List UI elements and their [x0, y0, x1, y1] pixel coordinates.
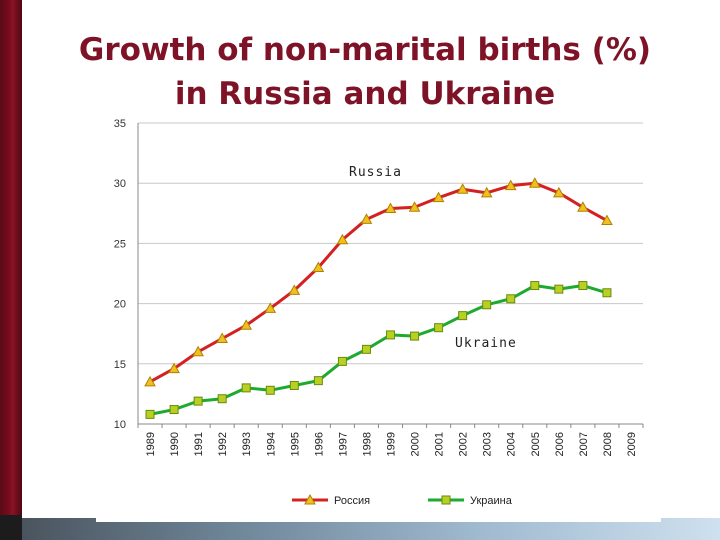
x-tick-label: 1997 [337, 432, 349, 456]
ukraine-data-point [410, 331, 420, 341]
x-tick-label: 1998 [361, 432, 373, 456]
left-accent-bar [0, 0, 22, 540]
russia-data-point [192, 345, 204, 357]
y-tick-label: 25 [114, 238, 126, 250]
bottom-gradient-bar [22, 518, 720, 540]
x-tick-label: 1989 [145, 432, 157, 456]
y-tick-label: 30 [114, 178, 126, 190]
russia-data-point [408, 201, 421, 212]
x-tick-label: 1993 [241, 432, 253, 456]
x-tick-label: 2005 [530, 432, 542, 456]
russia-data-point [144, 375, 156, 387]
ukraine-data-point [169, 405, 179, 415]
russia-data-point [288, 284, 301, 295]
x-tick-label: 2003 [482, 432, 494, 456]
slide-title-line-1: Growth of non-marital births (%) [78, 32, 652, 68]
ukraine-legend-marker [441, 495, 451, 505]
ukraine-data-point [386, 330, 395, 340]
ukraine-data-point [506, 294, 516, 304]
russia-data-point [504, 179, 517, 191]
x-tick-label: 2000 [410, 432, 422, 456]
russia-legend-label: Россия [334, 495, 370, 507]
ukraine-data-point [241, 383, 251, 393]
x-tick-label: 1992 [217, 432, 229, 456]
russia-data-point [240, 319, 253, 330]
russia-data-point [601, 214, 613, 226]
x-tick-label: 2001 [434, 432, 446, 456]
ukraine-data-point [361, 344, 371, 354]
ukraine-data-point [265, 385, 275, 395]
russia-data-point [360, 213, 373, 224]
x-tick-label: 2008 [602, 432, 614, 456]
x-tick-label: 2009 [626, 432, 638, 456]
ukraine-data-point [313, 376, 323, 386]
russia-series-line [149, 181, 608, 384]
x-tick-label: 1996 [313, 432, 325, 456]
y-tick-label: 15 [114, 359, 126, 371]
ukraine-data-point [554, 284, 564, 294]
russia-legend-marker [304, 493, 316, 505]
x-tick-label: 1995 [289, 432, 301, 456]
slide-title-line-2: in Russia and Ukraine [174, 76, 556, 112]
x-tick-label: 2002 [458, 432, 470, 456]
ukraine-annotation: Ukraine [455, 336, 517, 351]
x-tick-label: 2004 [506, 432, 518, 456]
x-tick-label: 1990 [169, 432, 181, 456]
russia-data-point [528, 177, 541, 188]
russia-data-point [312, 261, 325, 272]
ukraine-data-point [458, 311, 468, 321]
russia-data-point [577, 201, 589, 212]
russia-data-point [432, 191, 445, 203]
left-accent-bar-base [0, 515, 22, 540]
ukraine-data-point [193, 396, 203, 406]
ukraine-data-point [337, 356, 347, 366]
y-tick-label: 35 [114, 118, 126, 130]
ukraine-data-point [434, 323, 444, 333]
x-tick-label: 1994 [265, 432, 277, 456]
russia-data-point [264, 302, 277, 313]
y-tick-label: 10 [114, 419, 126, 431]
ukraine-data-point [602, 288, 612, 298]
ukraine-data-point [530, 281, 540, 291]
russia-data-point [384, 202, 397, 213]
x-tick-label: 2006 [554, 432, 566, 456]
ukraine-data-point [145, 409, 155, 419]
russia-data-point [336, 233, 349, 245]
ukraine-data-point [289, 380, 299, 390]
russia-data-point [216, 332, 229, 344]
y-tick-label: 20 [114, 299, 126, 311]
x-tick-label: 1999 [386, 432, 398, 456]
russia-data-point [480, 186, 493, 198]
ukraine-data-point [578, 281, 588, 291]
ukraine-legend-label: Украина [470, 495, 513, 507]
ukraine-data-point [217, 394, 227, 404]
x-tick-label: 2007 [578, 432, 590, 456]
slide-title: Growth of non-marital births (%) in Russ… [40, 28, 690, 116]
x-tick-label: 1991 [193, 432, 205, 456]
russia-data-point [456, 183, 469, 194]
russia-data-point [168, 362, 180, 374]
russia-annotation: Russia [349, 165, 402, 180]
chart-panel [96, 110, 661, 522]
russia-data-point [552, 186, 565, 198]
ukraine-data-point [482, 300, 492, 310]
